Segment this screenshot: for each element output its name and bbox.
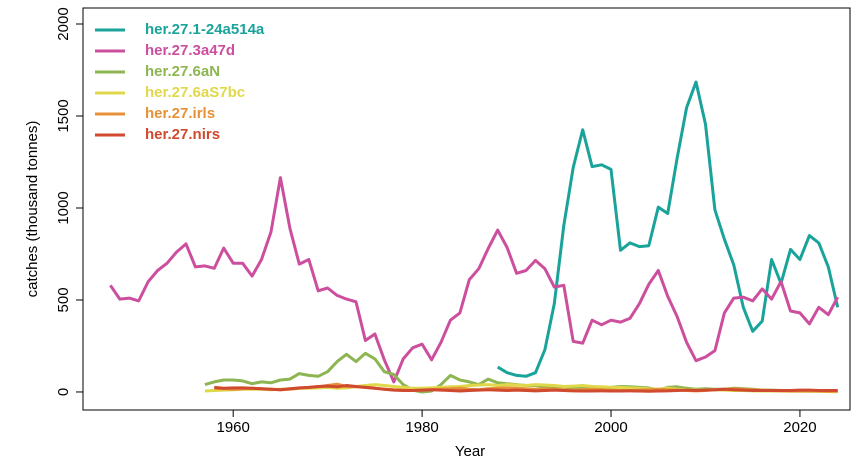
x-tick-label: 2000 bbox=[594, 419, 627, 436]
legend-label: her.27.1-24a514a bbox=[145, 21, 265, 38]
y-tick-label: 500 bbox=[55, 287, 72, 312]
x-tick-label: 1960 bbox=[217, 419, 250, 436]
series-line bbox=[214, 384, 838, 393]
legend-label: her.27.3a47d bbox=[145, 42, 235, 59]
x-tick-label: 2020 bbox=[783, 419, 816, 436]
legend-label: her.27.irls bbox=[145, 105, 215, 122]
y-axis-title: catches (thousand tonnes) bbox=[24, 121, 41, 298]
x-tick-label: 1980 bbox=[405, 419, 438, 436]
legend-label: her.27.nirs bbox=[145, 126, 220, 143]
y-tick-label: 1000 bbox=[55, 191, 72, 224]
y-tick-label: 0 bbox=[55, 388, 72, 396]
series-line bbox=[496, 80, 840, 378]
x-axis-title: Year bbox=[455, 443, 485, 460]
legend-label: her.27.6aN bbox=[145, 63, 220, 80]
plot-frame bbox=[82, 7, 851, 411]
y-tick-label: 2000 bbox=[55, 7, 72, 40]
legend-label: her.27.6aS7bc bbox=[145, 84, 245, 101]
series-line bbox=[109, 176, 840, 384]
y-tick-label: 1500 bbox=[55, 99, 72, 132]
